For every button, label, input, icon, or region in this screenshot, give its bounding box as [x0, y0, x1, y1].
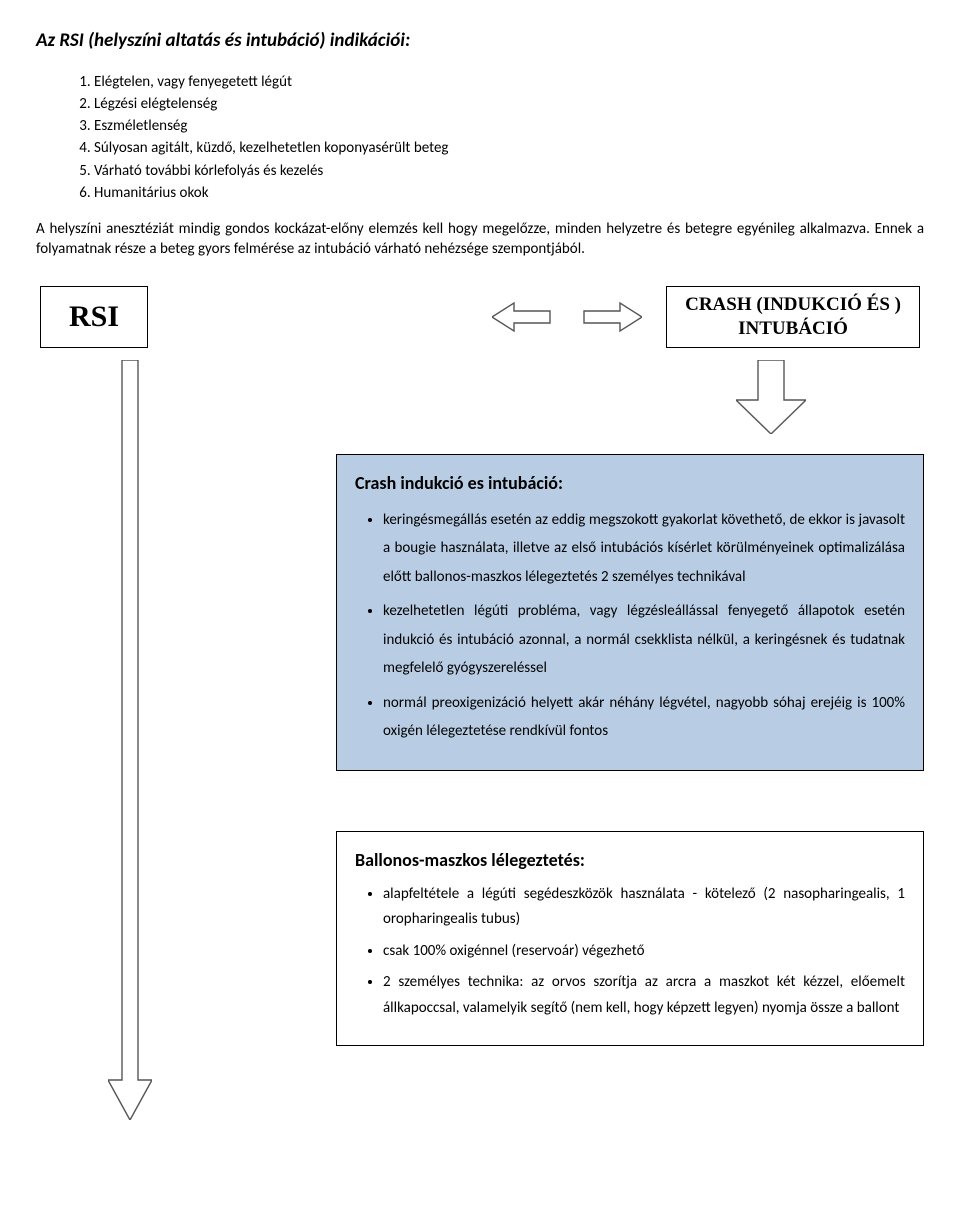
crash-panel-list: keringésmegállás esetén az eddig megszok…	[355, 506, 905, 746]
indication-item: Várható további kórlefolyás és kezelés	[94, 161, 924, 181]
crash-down-arrow-icon	[736, 360, 806, 434]
boxes-row: RSI CRASH (INDUKCIÓ ÉS ) INTUBÁCIÓ	[36, 286, 924, 349]
bvm-panel-title: Ballonos-maszkos lélegeztetés:	[355, 848, 905, 872]
indication-item: Elégtelen, vagy fenyegetett légút	[94, 72, 924, 92]
bvm-panel-list: alapfeltétele a légúti segédeszközök has…	[355, 882, 905, 1022]
crash-panel-item: normál preoxigenizáció helyett akár néhá…	[383, 689, 905, 746]
rsi-box: RSI	[40, 286, 148, 349]
indication-item: Légzési elégtelenség	[94, 94, 924, 114]
bvm-panel-item: alapfeltétele a légúti segédeszközök has…	[383, 882, 905, 933]
crash-panel-item: keringésmegállás esetén az eddig megszok…	[383, 506, 905, 592]
crash-box: CRASH (INDUKCIÓ ÉS ) INTUBÁCIÓ	[666, 286, 920, 348]
crash-panel-title: Crash indukció es intubáció:	[355, 471, 905, 495]
bvm-panel-item: 2 személyes technika: az orvos szorítja …	[383, 970, 905, 1021]
crash-panel-item: kezelhetetlen légúti probléma, vagy légz…	[383, 597, 905, 683]
indication-item: Eszméletlenség	[94, 116, 924, 136]
indications-list: Elégtelen, vagy fenyegetett légút Légzés…	[36, 72, 924, 204]
indication-item: Humanitárius okok	[94, 183, 924, 203]
intro-paragraph: A helyszíni anesztéziát mindig gondos ko…	[36, 219, 924, 260]
rsi-down-arrow-icon	[108, 360, 152, 1120]
crash-box-line1: CRASH (INDUKCIÓ ÉS )	[685, 294, 901, 315]
crash-box-line2: INTUBÁCIÓ	[738, 318, 848, 339]
indication-item: Súlyosan agitált, küzdő, kezelhetetlen k…	[94, 138, 924, 158]
crash-panel: Crash indukció es intubáció: keringésmeg…	[336, 454, 924, 770]
page-title: Az RSI (helyszíni altatás és intubáció) …	[36, 28, 924, 54]
double-arrow-icon	[492, 299, 642, 335]
bvm-panel: Ballonos-maszkos lélegeztetés: alapfelté…	[336, 831, 924, 1047]
bvm-panel-item: csak 100% oxigénnel (reservoár) végezhet…	[383, 939, 905, 965]
